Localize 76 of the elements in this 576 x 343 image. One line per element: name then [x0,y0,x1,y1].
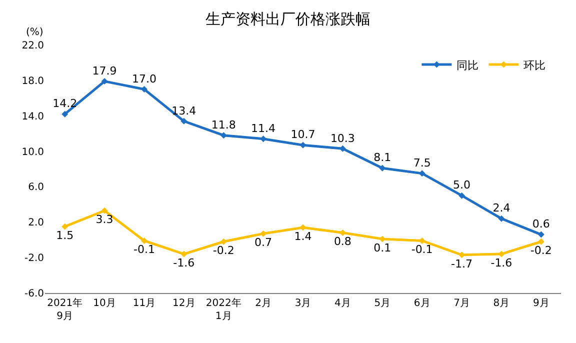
point [62,110,68,118]
data-label: 2.4 [492,202,510,215]
y-tick-label: 2.0 [28,218,44,229]
point [418,170,426,177]
point [101,78,108,85]
point [62,223,68,230]
data-label: -0.2 [212,244,234,258]
x-tick-label: 6月 [414,298,430,309]
data-label: -1.6 [173,256,195,270]
point [339,230,346,236]
point [458,192,466,199]
data-label: 8.1 [374,151,392,164]
point [300,224,306,231]
point [538,231,544,238]
data-label: 1.5 [56,228,74,242]
x-tick-label: 2月 [255,298,272,309]
point [180,118,188,124]
x-tick-label: 3月 [294,298,312,309]
legend-label: 环比 [524,58,546,72]
data-label: 17.9 [92,64,117,78]
chart-title: 生产资料出厂价格涨跌幅 [206,10,370,28]
data-label: -0.1 [411,243,433,256]
point [300,142,306,148]
data-label: 1.4 [294,230,312,243]
data-label: -0.1 [133,243,155,256]
legend-label: 同比 [456,58,479,72]
data-label: 17.0 [132,72,156,86]
x-tick-label: 8月 [493,298,510,309]
y-tick-label: 22.0 [22,40,44,52]
data-label: 13.4 [172,104,196,118]
y-tick-label: 6.0 [28,182,44,194]
x-tick-label: 9月 [532,298,550,309]
data-label: 14.2 [52,97,78,110]
y-tick-label: 18.0 [22,76,44,87]
x-tick-label: 5月 [374,298,391,309]
y-tick-label: -2.0 [24,253,44,264]
data-label: 0.7 [254,236,272,250]
data-label: -0.2 [530,244,552,258]
data-label: 10.3 [330,132,355,145]
data-label: 0.8 [334,235,352,248]
data-label: 11.8 [211,118,236,132]
x-tick-label: 12月 [172,298,196,309]
x-tick-label: 2021年 9月 [47,297,83,322]
point [180,250,188,258]
y-tick-label: 10.0 [22,146,44,158]
x-tick-label: 7月 [454,298,470,309]
point [140,86,148,93]
data-label: 10.7 [290,128,316,142]
point [140,237,148,244]
point [498,215,505,222]
data-label: 7.5 [413,156,431,170]
point [379,164,386,172]
point [418,237,426,244]
y-axis-title: (%) [26,27,44,38]
y-tick-label: 14.0 [22,111,44,122]
point [260,230,267,237]
point [538,238,544,245]
data-label: 0.6 [532,218,550,231]
data-label: -1.6 [490,256,512,270]
data-label: 3.3 [96,213,114,226]
x-tick-label: 11月 [132,298,156,309]
x-tick-label: 2022年 1月 [206,297,242,322]
point [220,238,227,245]
point [498,250,505,258]
data-label: -1.7 [451,257,473,270]
point [379,236,386,242]
data-label: 0.1 [374,241,392,254]
point [260,136,267,142]
data-label: 5.0 [453,178,471,192]
data-label: 11.4 [251,122,276,136]
y-tick-label: -6.0 [24,288,44,300]
x-tick-label: 4月 [334,298,351,309]
x-tick-label: 10月 [93,298,116,309]
point [101,207,108,214]
point [220,132,227,139]
point [339,145,346,152]
